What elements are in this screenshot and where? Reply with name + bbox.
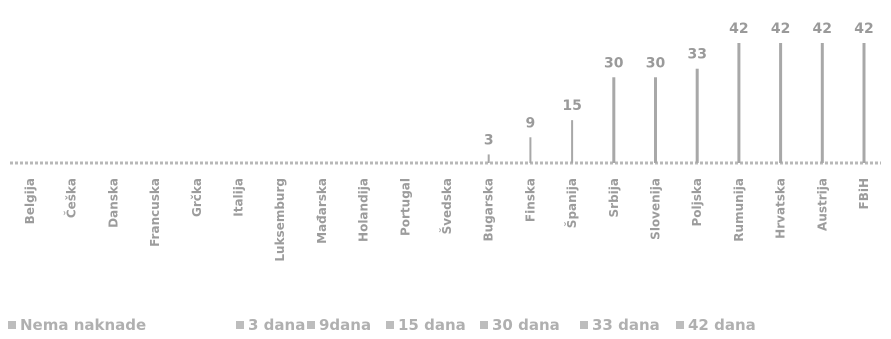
bar-12 (529, 137, 532, 163)
bar-19 (820, 43, 824, 163)
bar-11 (487, 154, 490, 163)
category-label-3: Francuska (148, 178, 162, 247)
category-label-18: Hrvatska (774, 178, 788, 239)
category-label-17: Rumunija (732, 178, 746, 242)
legend-marker-3 (386, 321, 394, 329)
legend-item-5: 33 dana (592, 316, 660, 334)
value-labels-group: 3 9 15 30 30 33 42 42 42 42 (484, 21, 874, 148)
value-label-19: 42 (813, 21, 832, 37)
value-label-18: 42 (771, 21, 790, 37)
category-label-12: Finska (523, 178, 537, 222)
category-label-9: Portugal (398, 178, 412, 236)
category-label-8: Holandija (357, 178, 371, 242)
legend: Nema naknade 3 dana 9dana 15 dana 30 dana 33 … (8, 316, 756, 334)
value-label-16: 33 (687, 47, 706, 63)
category-labels-group: Belgija Češka Danska Francuska Grčka Italija L… (23, 178, 871, 262)
category-label-11: Bugarska (482, 178, 496, 242)
category-label-20: FBiH (857, 178, 871, 210)
bar-17 (737, 43, 741, 163)
bars-group (487, 43, 866, 163)
legend-item-4: 30 dana (492, 316, 560, 334)
legend-item-3: 15 dana (398, 316, 466, 334)
category-label-0: Belgija (23, 178, 37, 224)
category-label-7: Mađarska (315, 178, 329, 244)
legend-marker-1 (236, 321, 244, 329)
bar-16 (695, 68, 699, 163)
value-label-13: 15 (562, 98, 581, 114)
bar-13 (571, 120, 574, 163)
category-label-13: Španija (564, 178, 579, 228)
legend-marker-0 (8, 321, 16, 329)
category-label-15: Slovenija (649, 178, 663, 240)
value-label-11: 3 (484, 132, 494, 148)
value-label-15: 30 (646, 55, 666, 71)
category-label-2: Danska (106, 178, 120, 228)
bar-14 (612, 77, 616, 163)
category-label-14: Srbija (607, 178, 621, 217)
value-label-12: 9 (526, 115, 536, 131)
legend-item-1: 3 dana (248, 316, 305, 334)
legend-marker-4 (480, 321, 488, 329)
legend-marker-2 (307, 321, 315, 329)
category-label-1: Češka (64, 178, 79, 218)
legend-item-0: Nema naknade (20, 316, 146, 334)
value-label-17: 42 (729, 21, 748, 37)
bar-20 (862, 43, 866, 163)
category-label-10: Švedska (439, 178, 454, 234)
legend-marker-6 (676, 321, 684, 329)
legend-item-6: 42 dana (688, 316, 756, 334)
legend-item-2: 9dana (319, 316, 371, 334)
bar-18 (779, 43, 783, 163)
value-label-14: 30 (604, 55, 624, 71)
category-label-6: Luksemburg (273, 178, 287, 262)
legend-marker-5 (580, 321, 588, 329)
bar-15 (654, 77, 657, 163)
category-label-4: Grčka (190, 178, 204, 217)
category-label-19: Austrija (815, 178, 829, 231)
value-label-20: 42 (854, 21, 873, 37)
category-label-5: Italija (232, 178, 246, 217)
category-label-16: Poljska (690, 178, 704, 227)
